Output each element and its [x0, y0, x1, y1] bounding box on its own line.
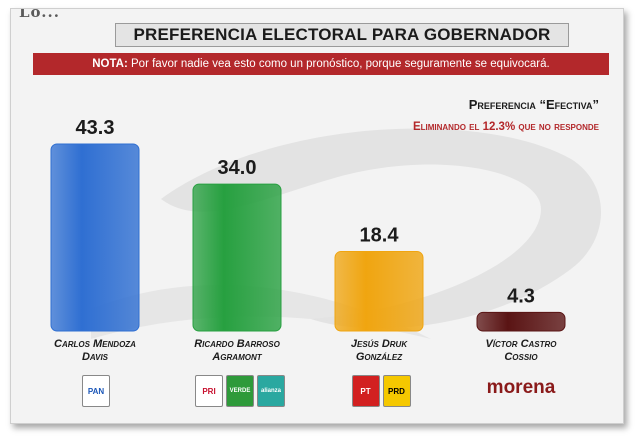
verde-logo: VERDE	[226, 375, 254, 407]
source-logo: Lo...	[19, 8, 60, 21]
chart-subtitle: Preferencia “Efectiva”	[468, 97, 599, 112]
value-label-3: 4.3	[507, 285, 535, 307]
bar-1	[192, 183, 282, 332]
value-label-0: 43.3	[76, 117, 115, 139]
pt-logo: PT	[351, 375, 380, 407]
category-label-1-line-1: Agramont	[211, 351, 262, 363]
category-label-2-line-1: González	[356, 351, 403, 363]
category-label-2-line-0: Jesús Druk	[351, 338, 408, 350]
bar-3	[476, 311, 566, 332]
category-label-3-line-0: Víctor Castro	[485, 338, 557, 350]
pan-logo: PAN	[82, 375, 110, 407]
bar-2	[334, 251, 424, 332]
title-bar: PREFERENCIA ELECTORAL PARA GOBERNADOR	[115, 23, 569, 47]
party-logos-3: morena	[481, 375, 561, 401]
pri-logo: PRI	[195, 375, 223, 407]
category-label-1-line-0: Ricardo Barroso	[194, 338, 280, 350]
chart-frame: Lo... PREFERENCIA ELECTORAL PARA GOBERNA…	[10, 8, 624, 424]
category-label-0-line-1: Davis	[82, 351, 109, 363]
party-logos-2: PT PRD	[351, 375, 411, 407]
party-logos-0: PAN	[82, 375, 110, 407]
bar-0	[50, 143, 140, 332]
alianza-logo: alianza	[257, 375, 285, 407]
prd-logo: PRD	[382, 375, 411, 407]
chart-title: PREFERENCIA ELECTORAL PARA GOBERNADOR	[133, 25, 551, 44]
note-text: NOTA: Por favor nadie vea esto como un p…	[92, 58, 549, 70]
note-body: Por favor nadie vea esto como un pronóst…	[127, 58, 550, 70]
chart-subnote: Eliminando el 12.3% que no responde	[412, 121, 599, 133]
value-label-2: 18.4	[360, 225, 400, 247]
party-logos-1: PRI VERDE alianza	[195, 375, 285, 407]
category-label-0-line-0: Carlos Mendoza	[54, 338, 136, 350]
note-prefix: NOTA:	[92, 58, 128, 70]
morena-logo: morena	[486, 377, 556, 398]
note-bar: NOTA: Por favor nadie vea esto como un p…	[33, 53, 609, 75]
value-label-1: 34.0	[218, 157, 257, 179]
category-label-3-line-1: Cossio	[504, 351, 538, 363]
